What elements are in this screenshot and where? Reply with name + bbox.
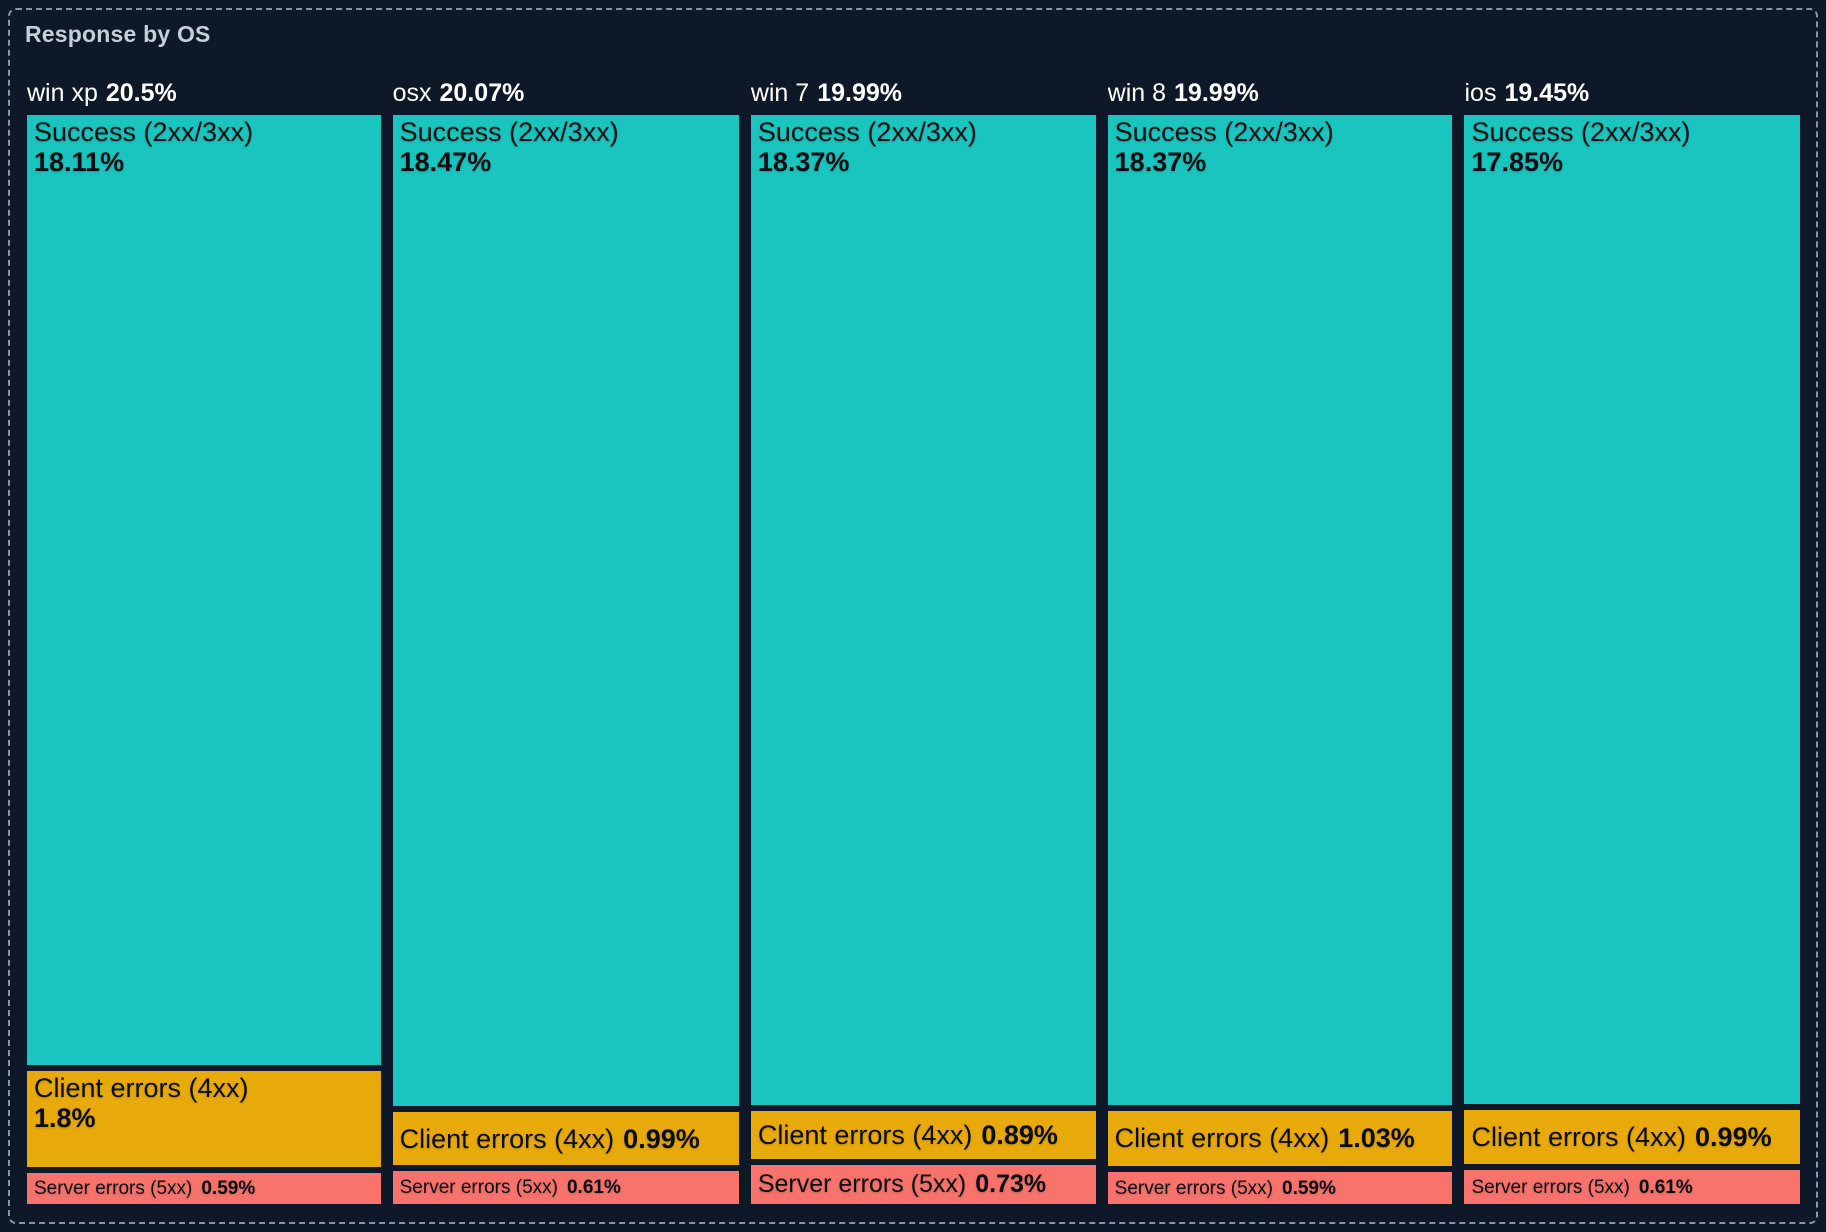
segment-success-2xx-3xx[interactable]: Success (2xx/3xx) 17.85% [1464, 115, 1800, 1104]
segment-value: 0.89% [981, 1119, 1058, 1150]
os-name: osx [392, 79, 432, 107]
column-header: win 8 19.99% [1108, 78, 1453, 109]
segment-label: Success (2xx/3xx) [399, 117, 619, 147]
segment-client-errors-4xx[interactable]: Client errors (4xx) 0.99% [392, 1112, 739, 1166]
segment-client-errors-4xx[interactable]: Client errors (4xx) 0.99% [1464, 1109, 1800, 1165]
segment-label: Server errors (5xx) [399, 1177, 558, 1199]
segment-success-2xx-3xx[interactable]: Success (2xx/3xx) 18.11% [27, 115, 381, 1065]
os-share-value: 19.45% [1504, 79, 1590, 107]
segment-client-errors-4xx[interactable]: Client errors (4xx) 0.89% [750, 1110, 1096, 1159]
panel-title: Response by OS [25, 21, 211, 47]
segment-label: Server errors (5xx) [1471, 1176, 1630, 1198]
segment-label: Success (2xx/3xx) [1114, 117, 1334, 147]
segment-label: Success (2xx/3xx) [1471, 117, 1691, 147]
os-name: win 8 [1107, 79, 1167, 107]
segment-server-errors-5xx[interactable]: Server errors (5xx) 0.61% [392, 1171, 739, 1204]
segment-value: 1.8% [34, 1103, 96, 1134]
segment-server-errors-5xx[interactable]: Server errors (5xx) 0.61% [1464, 1170, 1800, 1204]
segment-value: 18.11% [34, 147, 125, 178]
os-column-win-xp: win xp 20.5% Success (2xx/3xx) 18.11% Client… [27, 78, 381, 1204]
segment-server-errors-5xx[interactable]: Server errors (5xx) 0.59% [27, 1173, 381, 1204]
segment-value: 18.47% [399, 147, 492, 178]
os-column-win-7: win 7 19.99% Success (2xx/3xx) 18.37% Client… [750, 78, 1096, 1204]
os-name: ios [1464, 79, 1497, 107]
segment-value: 0.73% [975, 1170, 1047, 1199]
segment-label: Client errors (4xx) [1114, 1123, 1330, 1154]
mosaic-chart: win xp 20.5% Success (2xx/3xx) 18.11% Client… [27, 78, 1800, 1204]
column-stack: Success (2xx/3xx) 17.85% Client errors (4x… [1464, 115, 1800, 1204]
segment-label: Server errors (5xx) [34, 1177, 193, 1199]
segment-value: 17.85% [1471, 147, 1564, 178]
column-header: win 7 19.99% [751, 78, 1096, 109]
segment-server-errors-5xx[interactable]: Server errors (5xx) 0.59% [1107, 1172, 1453, 1204]
column-header: osx 20.07% [393, 78, 739, 109]
segment-success-2xx-3xx[interactable]: Success (2xx/3xx) 18.37% [1107, 115, 1453, 1105]
segment-success-2xx-3xx[interactable]: Success (2xx/3xx) 18.47% [392, 115, 739, 1107]
os-share-value: 20.07% [439, 79, 525, 107]
column-header: win xp 20.5% [27, 78, 381, 109]
segment-server-errors-5xx[interactable]: Server errors (5xx) 0.73% [750, 1164, 1096, 1204]
segment-value: 0.99% [623, 1123, 700, 1154]
segment-value: 1.03% [1338, 1123, 1415, 1154]
column-header: ios 19.45% [1464, 78, 1800, 109]
segment-value: 0.61% [1638, 1176, 1693, 1198]
column-stack: Success (2xx/3xx) 18.11% Client errors (4x… [27, 115, 381, 1204]
segment-success-2xx-3xx[interactable]: Success (2xx/3xx) 18.37% [750, 115, 1096, 1105]
segment-label: Server errors (5xx) [757, 1170, 967, 1199]
response-by-os-panel: Response by OS win xp 20.5% Success (2xx/3… [8, 8, 1818, 1224]
segment-label: Success (2xx/3xx) [34, 117, 254, 147]
segment-value: 0.99% [1695, 1121, 1772, 1152]
segment-value: 18.37% [1114, 147, 1207, 178]
segment-value: 0.61% [566, 1177, 621, 1199]
os-name: win 7 [750, 79, 810, 107]
os-share-value: 20.5% [105, 79, 177, 107]
segment-label: Client errors (4xx) [757, 1119, 973, 1150]
segment-value: 0.59% [1282, 1177, 1336, 1199]
column-stack: Success (2xx/3xx) 18.37% Client errors (4x… [1107, 115, 1453, 1204]
column-stack: Success (2xx/3xx) 18.47% Client errors (4x… [392, 115, 739, 1204]
segment-value: 0.59% [201, 1177, 256, 1199]
os-column-ios: ios 19.45% Success (2xx/3xx) 17.85% Client e… [1464, 78, 1800, 1204]
segment-value: 18.37% [757, 147, 850, 178]
segment-label: Success (2xx/3xx) [757, 117, 977, 147]
segment-label: Client errors (4xx) [399, 1123, 615, 1154]
os-name: win xp [27, 79, 98, 107]
segment-label: Client errors (4xx) [34, 1072, 249, 1103]
column-stack: Success (2xx/3xx) 18.37% Client errors (4x… [750, 115, 1096, 1204]
os-column-win-8: win 8 19.99% Success (2xx/3xx) 18.37% Client… [1107, 78, 1453, 1204]
segment-client-errors-4xx[interactable]: Client errors (4xx) 1.03% [1107, 1110, 1453, 1167]
segment-label: Server errors (5xx) [1114, 1177, 1274, 1199]
os-share-value: 19.99% [1174, 79, 1259, 107]
segment-client-errors-4xx[interactable]: Client errors (4xx) 1.8% [27, 1070, 381, 1168]
os-column-osx: osx 20.07% Success (2xx/3xx) 18.47% Client e… [392, 78, 739, 1204]
os-share-value: 19.99% [817, 79, 902, 107]
segment-label: Client errors (4xx) [1471, 1121, 1687, 1152]
